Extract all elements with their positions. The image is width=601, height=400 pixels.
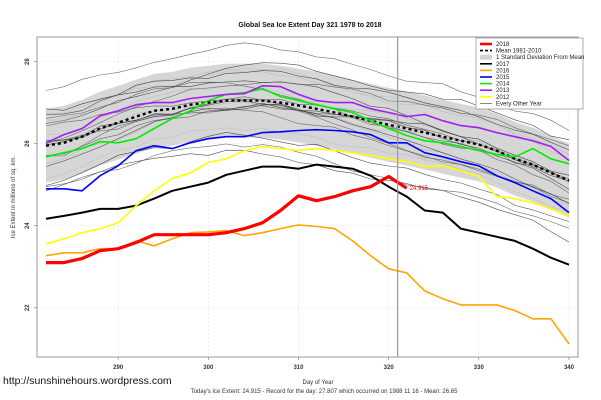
x-axis-ticks: 290 300 310 320 330 340 bbox=[113, 357, 575, 371]
every-other-year-line bbox=[45, 143, 570, 229]
series-line-2015 bbox=[46, 128, 570, 214]
legend-label: Mean 1981-2010 bbox=[496, 49, 542, 55]
legend-item: 2016 bbox=[480, 68, 510, 74]
series-line-2012 bbox=[45, 145, 570, 245]
x-tick-label: 310 bbox=[293, 365, 304, 371]
every-other-year-line bbox=[45, 102, 570, 204]
legend-label: 2014 bbox=[496, 82, 510, 88]
chart-title: Global Sea Ice Extent Day 321 1978 to 20… bbox=[238, 22, 381, 29]
y-tick-label: 24 bbox=[25, 222, 31, 229]
y-tick-label: 28 bbox=[25, 58, 31, 65]
every-other-year-line bbox=[45, 70, 570, 151]
legend-item: Mean 1981-2010 bbox=[480, 49, 542, 55]
y-axis-label: Ice Extent in millions of sq. km. bbox=[11, 155, 17, 238]
legend-label: 2015 bbox=[496, 75, 510, 81]
legend-label: 2017 bbox=[496, 62, 510, 68]
every-other-year-line bbox=[45, 132, 570, 222]
legend-label: 2018 bbox=[496, 42, 510, 48]
every-other-year-line bbox=[45, 149, 570, 243]
legend-label: 2016 bbox=[496, 68, 510, 74]
series-line-2018 bbox=[46, 174, 408, 265]
every-other-year-line bbox=[45, 98, 570, 182]
series-line-2013 bbox=[45, 85, 570, 162]
legend-item: 2014 bbox=[480, 82, 510, 88]
watermark-link[interactable]: http://sunshinehours.wordpress.com bbox=[3, 375, 172, 387]
every-other-year-lines-over bbox=[45, 62, 570, 229]
legend-item: 1 Standard Deviation From Mean bbox=[480, 54, 584, 61]
legend-label: 1 Standard Deviation From Mean bbox=[496, 55, 584, 61]
series-line-mean-1981-2010 bbox=[45, 99, 570, 182]
legend-item: 2015 bbox=[480, 75, 510, 81]
series-line-2014 bbox=[45, 87, 570, 165]
current-value-label: 24.915 bbox=[410, 186, 429, 192]
x-tick-label: 320 bbox=[384, 365, 395, 371]
y-tick-label: 26 bbox=[25, 140, 31, 147]
legend-item: 2017 bbox=[480, 62, 510, 68]
legend-item: Every Other Year bbox=[480, 101, 542, 107]
every-other-year-line bbox=[45, 81, 570, 147]
legend-label: 2012 bbox=[496, 95, 510, 101]
every-other-year-line bbox=[45, 103, 570, 176]
x-tick-label: 290 bbox=[113, 365, 124, 371]
y-tick-label: 22 bbox=[25, 304, 31, 311]
series-line-2016 bbox=[45, 224, 570, 345]
footer-stats: Today's Ice Extent: 24.915 - Record for … bbox=[191, 389, 459, 395]
x-tick-label: 340 bbox=[564, 365, 575, 371]
every-other-year-line bbox=[45, 107, 570, 200]
series-lines bbox=[45, 85, 570, 345]
every-other-year-line bbox=[45, 100, 570, 190]
y-axis-ticks: 22 24 26 28 bbox=[25, 58, 37, 311]
x-axis-label: Day of Year bbox=[302, 380, 333, 386]
legend-item: 2012 bbox=[480, 95, 510, 101]
legend-item: 2018 bbox=[480, 42, 510, 48]
legend-label: Every Other Year bbox=[496, 101, 542, 107]
x-tick-label: 300 bbox=[203, 365, 214, 371]
legend-label: 2013 bbox=[496, 88, 510, 94]
x-tick-label: 330 bbox=[474, 365, 485, 371]
every-other-year-line bbox=[45, 96, 570, 204]
plot-frame bbox=[36, 36, 579, 358]
series-line-2017 bbox=[45, 163, 570, 266]
every-other-year-line bbox=[45, 105, 570, 180]
legend-item: 2013 bbox=[480, 88, 510, 94]
legend-swatch bbox=[480, 54, 492, 60]
